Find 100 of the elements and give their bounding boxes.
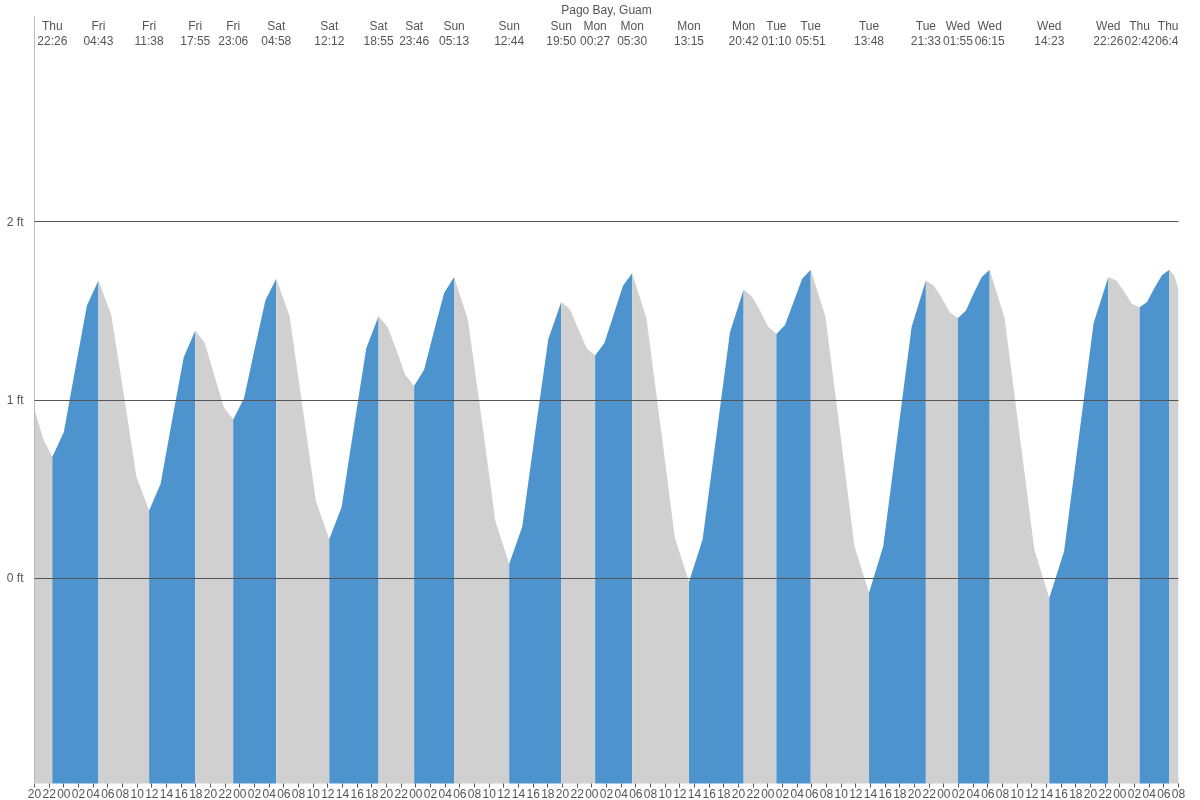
x-tick-label: 20 (379, 786, 394, 800)
x-tick-label: 04 (438, 786, 453, 800)
x-tick-label: 16 (702, 786, 717, 800)
x-tick-label: 22 (394, 786, 409, 800)
x-tick-label: 02 (1127, 786, 1142, 800)
annotation: Wed 06:15 (974, 18, 1006, 48)
x-tick-label: 14 (863, 786, 878, 800)
x-tick-label: 18 (893, 786, 907, 800)
x-tick-label: 06 (981, 786, 995, 800)
x-tick-label: 10 (658, 786, 673, 800)
x-tick-label: 04 (966, 786, 981, 800)
x-tick-label: 14 (1039, 786, 1054, 800)
x-tick-label: 08 (291, 786, 306, 800)
x-tick-label: 20 (27, 786, 42, 800)
x-tick-label: 00 (761, 786, 775, 800)
x-tick-label: 02 (951, 786, 966, 800)
x-tick-label: 18 (717, 786, 731, 800)
annotation: Mon 13:15 (673, 18, 705, 48)
x-tick-label: 02 (247, 786, 262, 800)
annotation: Tue 05:51 (795, 18, 827, 48)
x-tick-label: 20 (555, 786, 570, 800)
x-tick-label: 00 (937, 786, 951, 800)
annotation: Tue 01:10 (761, 18, 792, 48)
x-tick-label: 10 (834, 786, 849, 800)
x-tick-label: 16 (174, 786, 189, 800)
x-tick-label: 12 (321, 786, 335, 800)
x-tick-label: 14 (687, 786, 702, 800)
y-tick-label: 0 ft (6, 571, 25, 586)
x-tick-label: 02 (71, 786, 86, 800)
x-tick-label: 06 (277, 786, 291, 800)
x-tick-label: 08 (643, 786, 658, 800)
x-tick-label: 06 (1157, 786, 1171, 800)
x-tick-label: 08 (995, 786, 1010, 800)
x-tick-label: 08 (819, 786, 834, 800)
x-tick-label: 04 (614, 786, 629, 800)
x-tick-label: 04 (1142, 786, 1157, 800)
x-tick-label: 00 (57, 786, 71, 800)
x-tick-label: 20 (203, 786, 218, 800)
annotation: Fri 04:43 (83, 18, 114, 48)
x-tick-label: 22 (218, 786, 233, 800)
x-tick-label: 08 (115, 786, 130, 800)
x-tick-label: 12 (145, 786, 159, 800)
x-tick-label: 00 (1113, 786, 1127, 800)
y-tick-label: 1 ft (6, 393, 25, 407)
annotation: Sun 12:44 (494, 18, 525, 48)
x-tick-label: 06 (805, 786, 819, 800)
x-tick-label: 06 (629, 786, 643, 800)
annotation: Mon 05:30 (617, 18, 648, 48)
x-tick-label: 04 (262, 786, 277, 800)
x-tick-label: 22 (42, 786, 57, 800)
annotation: Wed 22:26 (1093, 18, 1124, 48)
x-tick-label: 04 (86, 786, 101, 800)
x-tick-label: 00 (585, 786, 599, 800)
x-tick-label: 12 (1025, 786, 1039, 800)
annotation: Mon 20:42 (728, 18, 759, 48)
x-tick-label: 22 (570, 786, 585, 800)
x-tick-label: 10 (130, 786, 145, 800)
annotation: Sat 23:46 (399, 18, 430, 48)
x-tick-label: 06 (101, 786, 115, 800)
x-tick-label: 18 (1069, 786, 1083, 800)
x-tick-label: 06 (453, 786, 467, 800)
x-tick-label: 18 (541, 786, 555, 800)
annotation: Fri 23:06 (218, 18, 249, 48)
x-tick-label: 16 (350, 786, 365, 800)
x-tick-label: 10 (482, 786, 497, 800)
annotation: Sun 19:50 (546, 18, 577, 48)
annotation: Wed 01:55 (942, 18, 974, 48)
x-tick-label: 20 (1083, 786, 1098, 800)
x-tick-label: 10 (306, 786, 321, 800)
x-tick-label: 22 (1098, 786, 1113, 800)
x-tick-label: 14 (511, 786, 526, 800)
annotation: Tue 21:33 (910, 18, 942, 48)
annotation: Sun 05:13 (439, 18, 470, 48)
annotation: Sat 18:55 (363, 18, 394, 48)
x-tick-label: 22 (922, 786, 937, 800)
annotation: Tue 13:48 (854, 18, 885, 48)
x-tick-label: 18 (365, 786, 379, 800)
x-tick-label: 18 (189, 786, 203, 800)
annotation: Fri 11:38 (134, 18, 165, 48)
x-tick-label: 00 (233, 786, 247, 800)
x-tick-label: 08 (1171, 786, 1186, 800)
annotation: Sat 12:12 (314, 18, 345, 48)
x-tick-label: 04 (790, 786, 805, 800)
annotation: Wed 14:23 (1034, 18, 1065, 48)
annotation: Sat 04:58 (261, 18, 292, 48)
x-tick-label: 14 (335, 786, 350, 800)
x-tick-label: 12 (497, 786, 511, 800)
x-tick-label: 20 (731, 786, 746, 800)
x-tick-label: 16 (526, 786, 541, 800)
x-tick-label: 12 (849, 786, 863, 800)
x-tick-label: 02 (775, 786, 790, 800)
x-tick-label: 10 (1010, 786, 1025, 800)
annotation: Thu 22:26 (37, 18, 68, 48)
annotation: Thu 06:4 (1155, 18, 1179, 48)
annotation: Mon 00:27 (580, 18, 611, 48)
x-tick-label: 02 (599, 786, 614, 800)
annotation: Fri 17:55 (180, 18, 211, 48)
x-tick-label: 16 (878, 786, 893, 800)
x-tick-label: 20 (907, 786, 922, 800)
chart-title: Pago Bay, Guam (561, 2, 652, 17)
